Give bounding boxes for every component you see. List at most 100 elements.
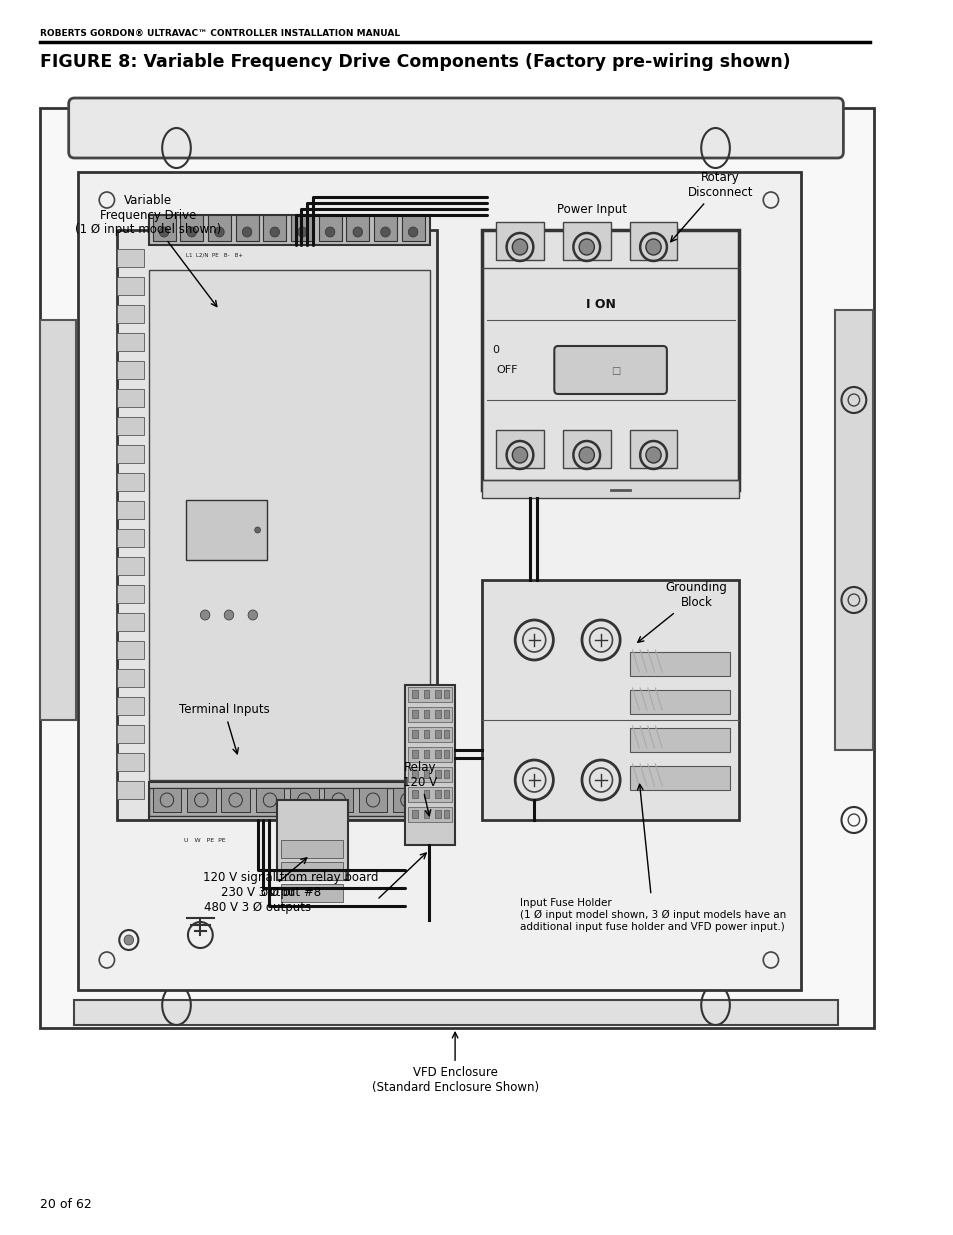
- Bar: [117, 529, 144, 547]
- Bar: [629, 652, 729, 676]
- Bar: [117, 669, 144, 687]
- Text: 120 V signal from relay board
output #8: 120 V signal from relay board output #8: [203, 871, 378, 899]
- Bar: [149, 270, 430, 781]
- Text: OFF: OFF: [496, 366, 517, 375]
- Bar: [281, 840, 343, 858]
- Bar: [405, 685, 455, 845]
- Bar: [408, 787, 452, 802]
- Bar: [412, 750, 417, 758]
- Bar: [117, 305, 144, 324]
- Bar: [324, 788, 353, 811]
- Text: Grounding
Block: Grounding Block: [638, 580, 726, 642]
- Text: Input Fuse Holder
(1 Ø input model shown, 3 Ø input models have an
additional in: Input Fuse Holder (1 Ø input model shown…: [519, 784, 785, 931]
- Bar: [412, 690, 417, 698]
- Bar: [117, 277, 144, 295]
- Bar: [117, 417, 144, 435]
- Text: 0: 0: [492, 345, 499, 354]
- Circle shape: [578, 240, 594, 254]
- Circle shape: [380, 227, 390, 237]
- Circle shape: [187, 227, 196, 237]
- Circle shape: [248, 610, 257, 620]
- Text: I ON: I ON: [585, 299, 616, 311]
- Bar: [117, 445, 144, 463]
- Bar: [117, 361, 144, 379]
- Bar: [408, 706, 452, 722]
- Bar: [412, 769, 417, 778]
- Circle shape: [224, 610, 233, 620]
- Bar: [187, 788, 215, 811]
- Bar: [117, 389, 144, 408]
- Bar: [629, 430, 677, 468]
- Bar: [443, 710, 449, 718]
- Text: □: □: [610, 366, 619, 375]
- Text: Variable
Frequency Drive
(1 Ø input model shown): Variable Frequency Drive (1 Ø input mode…: [74, 194, 221, 306]
- Bar: [423, 690, 429, 698]
- Bar: [117, 230, 436, 820]
- Bar: [435, 790, 440, 798]
- Bar: [629, 727, 729, 752]
- Bar: [290, 788, 318, 811]
- Circle shape: [578, 447, 594, 463]
- Bar: [291, 215, 314, 241]
- Bar: [152, 215, 175, 241]
- Bar: [117, 501, 144, 519]
- Circle shape: [270, 227, 279, 237]
- Bar: [496, 222, 543, 261]
- Bar: [443, 790, 449, 798]
- Bar: [408, 727, 452, 742]
- Circle shape: [645, 240, 660, 254]
- Circle shape: [214, 227, 224, 237]
- Circle shape: [645, 447, 660, 463]
- Text: 230 V 3 Ø or
480 V 3 Ø outputs: 230 V 3 Ø or 480 V 3 Ø outputs: [204, 858, 311, 914]
- Bar: [263, 215, 286, 241]
- Bar: [435, 690, 440, 698]
- FancyBboxPatch shape: [554, 346, 666, 394]
- Bar: [117, 333, 144, 351]
- Bar: [374, 215, 396, 241]
- Bar: [149, 215, 430, 245]
- Bar: [358, 788, 387, 811]
- Bar: [318, 215, 341, 241]
- Bar: [117, 249, 144, 267]
- Text: VFD Enclosure
(Standard Enclosure Shown): VFD Enclosure (Standard Enclosure Shown): [371, 1032, 538, 1094]
- Bar: [562, 222, 610, 261]
- Bar: [117, 697, 144, 715]
- Text: L1  L2/N  PE   B-   B+: L1 L2/N PE B- B+: [186, 252, 243, 258]
- Circle shape: [124, 935, 133, 945]
- Circle shape: [512, 447, 527, 463]
- Bar: [435, 769, 440, 778]
- Bar: [117, 473, 144, 492]
- Bar: [423, 730, 429, 739]
- Text: Relay
120 V: Relay 120 V: [402, 761, 436, 816]
- Bar: [117, 781, 144, 799]
- Text: Power Input: Power Input: [556, 204, 626, 216]
- Bar: [221, 788, 250, 811]
- Bar: [117, 613, 144, 631]
- Bar: [496, 430, 543, 468]
- Bar: [435, 710, 440, 718]
- FancyBboxPatch shape: [40, 107, 873, 1028]
- Text: FIGURE 8: Variable Frequency Drive Components (Factory pre-wiring shown): FIGURE 8: Variable Frequency Drive Compo…: [40, 53, 790, 70]
- Circle shape: [325, 227, 335, 237]
- Bar: [562, 430, 610, 468]
- Bar: [443, 769, 449, 778]
- Bar: [481, 580, 739, 820]
- Circle shape: [254, 527, 260, 534]
- Circle shape: [297, 227, 307, 237]
- Bar: [435, 810, 440, 818]
- Bar: [834, 310, 872, 750]
- Bar: [423, 790, 429, 798]
- Bar: [423, 810, 429, 818]
- Circle shape: [512, 240, 527, 254]
- Bar: [481, 230, 739, 490]
- Bar: [412, 710, 417, 718]
- Bar: [423, 769, 429, 778]
- Bar: [443, 810, 449, 818]
- Text: 20 of 62: 20 of 62: [40, 1198, 91, 1212]
- Bar: [423, 710, 429, 718]
- Bar: [117, 557, 144, 576]
- FancyBboxPatch shape: [74, 1000, 837, 1025]
- Bar: [152, 788, 181, 811]
- Bar: [393, 788, 421, 811]
- Bar: [423, 750, 429, 758]
